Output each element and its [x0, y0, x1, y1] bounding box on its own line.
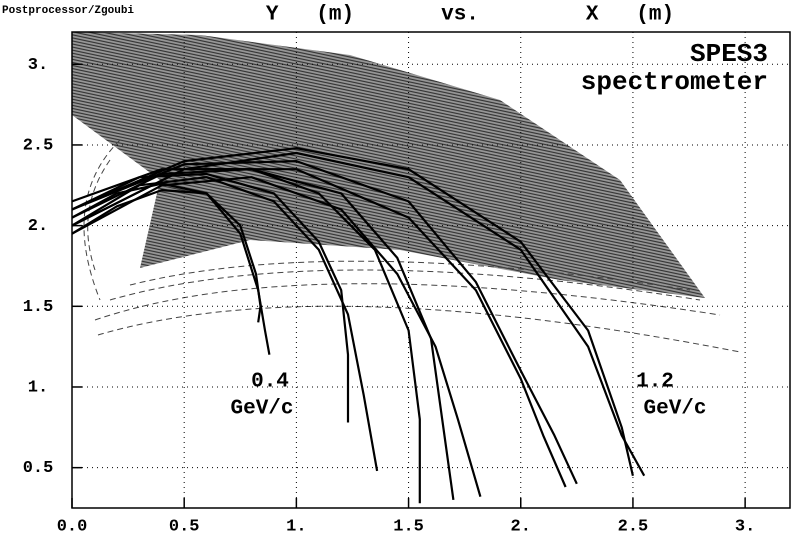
y-tick-label: 0.5 — [23, 459, 54, 478]
y-tick-label: 1. — [28, 378, 48, 397]
y-tick-label: 1.5 — [23, 298, 54, 317]
trajectory — [71, 176, 482, 498]
trajectory — [71, 168, 421, 504]
y-tick-label: 2. — [28, 217, 48, 236]
trajectory — [71, 160, 578, 485]
annotation: spectrometer — [581, 67, 768, 97]
x-tick-label: 1.5 — [393, 517, 424, 536]
plot-frame — [71, 31, 791, 509]
vs-label: vs. — [441, 4, 479, 27]
y-tick-label: 3. — [28, 56, 48, 75]
corner-label: Postprocessor/Zgoubi — [2, 5, 134, 17]
x-axis-title: X (m) — [586, 4, 674, 27]
x-tick-label: 0.0 — [57, 517, 88, 536]
y-tick-label: 2.5 — [23, 136, 54, 155]
field-contours — [83, 139, 741, 353]
x-tick-label: 3. — [735, 517, 755, 536]
y-axis-title: Y (m) — [266, 4, 354, 27]
annotation: GeV/c — [643, 398, 706, 421]
trajectory — [71, 168, 567, 488]
x-tick-label: 0.5 — [169, 517, 200, 536]
trajectory — [71, 189, 262, 323]
x-tick-label: 2.5 — [618, 517, 649, 536]
trajectory — [71, 151, 646, 477]
trajectory — [71, 147, 634, 476]
trajectory — [71, 176, 379, 472]
annotation: SPES3 — [690, 39, 768, 69]
x-tick-label: 2. — [511, 517, 531, 536]
annotation: 0.4 — [251, 371, 289, 394]
x-tick-label: 1. — [286, 517, 306, 536]
annotation: 1.2 — [636, 371, 674, 394]
annotation: GeV/c — [230, 398, 293, 421]
